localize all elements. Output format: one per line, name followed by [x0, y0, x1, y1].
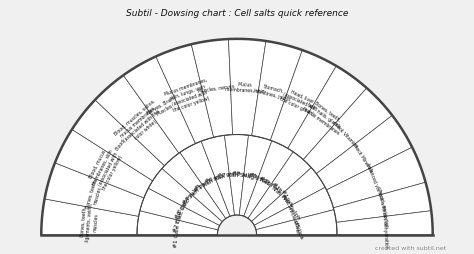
Text: other: other: [293, 219, 300, 235]
Text: balanced via food: balanced via food: [365, 162, 385, 202]
Wedge shape: [256, 210, 337, 235]
Text: check Minerals: check Minerals: [351, 141, 374, 172]
Text: #8 Mag Phos: #8 Mag Phos: [231, 170, 271, 184]
Text: #3 Calc Sulph: #3 Calc Sulph: [174, 182, 201, 219]
Wedge shape: [180, 142, 230, 219]
Wedge shape: [137, 211, 218, 235]
Text: Bones, teeth,
ligaments, veins,
muscles: Bones, teeth, ligaments, veins, muscles: [80, 201, 100, 241]
Text: Bones, teeth,
muscles: Bones, teeth, muscles: [85, 178, 104, 210]
Wedge shape: [225, 135, 248, 215]
Text: Blood: Blood: [114, 137, 127, 151]
Text: #6 Kali Phos: #6 Kali Phos: [204, 170, 241, 184]
Text: Blood, mucus
membranes, skin
(associated with
the color yellow): Blood, mucus membranes, skin (associated…: [86, 145, 124, 190]
Text: water/ dehydration: water/ dehydration: [381, 204, 388, 247]
Wedge shape: [95, 76, 179, 166]
Text: #1 Calc Fluor: #1 Calc Fluor: [173, 208, 182, 247]
Text: #4 Ferr Phos: #4 Ferr Phos: [182, 176, 213, 204]
Wedge shape: [123, 57, 195, 153]
Wedge shape: [72, 100, 164, 181]
Text: Nerves, Brain,
Muscles: Nerves, Brain, Muscles: [146, 94, 180, 120]
Wedge shape: [327, 148, 426, 208]
Text: #5 Kali Mur: #5 Kali Mur: [193, 172, 225, 192]
Text: #9: Nat Mur: #9: Nat Mur: [247, 171, 282, 192]
Wedge shape: [303, 89, 392, 174]
Wedge shape: [333, 183, 431, 223]
Text: #12: Silicea/Silica: #12: Silicea/Silica: [281, 187, 305, 239]
Text: #2 Calc Phos: #2 Calc Phos: [172, 195, 190, 233]
Wedge shape: [252, 168, 325, 225]
Text: Bones, teeth,
hair, nails, glands,
mucus membranes: Bones, teeth, hair, nails, glands, mucus…: [301, 96, 346, 135]
Wedge shape: [248, 152, 311, 221]
Wedge shape: [148, 169, 222, 226]
Text: Subtil - Dowsing chart : Cell salts quick reference: Subtil - Dowsing chart : Cell salts quic…: [126, 9, 348, 18]
Text: Blood, muscles, saliva,
mucus membranes,
(associated with the
color white): Blood, muscles, saliva, mucus membranes,…: [113, 98, 167, 149]
Text: check with doctor: check with doctor: [375, 185, 389, 226]
Wedge shape: [252, 42, 302, 141]
Text: check Vitamins: check Vitamins: [331, 120, 359, 149]
Wedge shape: [201, 136, 235, 216]
Wedge shape: [156, 45, 214, 144]
Wedge shape: [162, 153, 226, 222]
Wedge shape: [228, 40, 266, 136]
Wedge shape: [336, 211, 433, 235]
Wedge shape: [288, 67, 367, 160]
Wedge shape: [254, 187, 334, 230]
Text: Mucus
membranes, skin: Mucus membranes, skin: [225, 81, 265, 94]
Text: created with subtil.net: created with subtil.net: [374, 245, 446, 250]
Wedge shape: [244, 141, 293, 218]
Wedge shape: [270, 51, 337, 149]
Wedge shape: [45, 163, 144, 216]
Text: Muscles, nerves: Muscles, nerves: [198, 84, 235, 94]
Wedge shape: [191, 40, 233, 138]
Text: Stomach,
intestines, joints: Stomach, intestines, joints: [253, 82, 292, 101]
Text: Mucus membranes,
skin, lungs, vein
(associated with
the color yellow): Mucus membranes, skin, lungs, vein (asso…: [164, 77, 214, 113]
Wedge shape: [140, 188, 219, 230]
Text: #10: Nat Phos: #10: Nat Phos: [259, 174, 294, 205]
Wedge shape: [41, 199, 138, 235]
Text: #11: Nat Sulph: #11: Nat Sulph: [271, 181, 301, 220]
Text: Head, liver
(associated with
the color green): Head, liver (associated with the color g…: [279, 86, 320, 117]
Wedge shape: [239, 136, 272, 216]
Text: #7 Kali Sulph: #7 Kali Sulph: [217, 172, 256, 178]
Wedge shape: [55, 130, 153, 198]
Wedge shape: [316, 116, 412, 190]
